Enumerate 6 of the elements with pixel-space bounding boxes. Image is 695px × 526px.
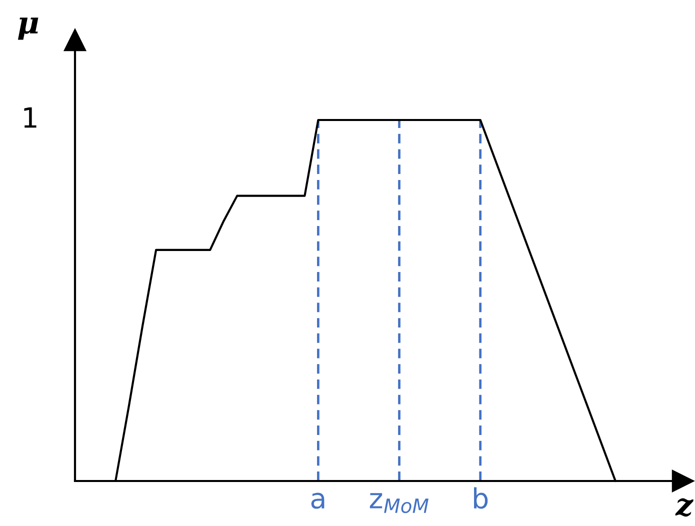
x-tick-label: b <box>474 487 488 509</box>
x-axis-title: z <box>675 498 694 517</box>
x-tick-label: a <box>311 492 324 509</box>
x-tick-label: z$_{MoM}$ <box>370 493 428 514</box>
text: 1 <box>24 107 36 128</box>
y-axis-title: μ <box>18 18 38 40</box>
